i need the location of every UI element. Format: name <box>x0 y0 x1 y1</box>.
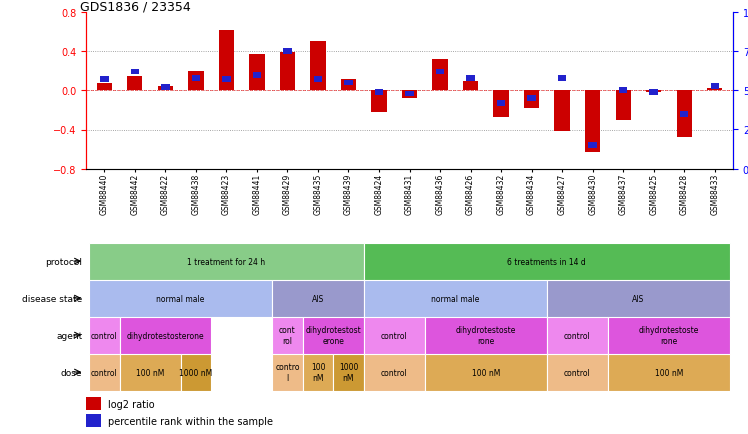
Bar <box>466 76 475 82</box>
Bar <box>120 354 180 391</box>
Bar <box>89 354 120 391</box>
Bar <box>497 101 506 107</box>
Bar <box>554 91 570 132</box>
Bar <box>100 77 108 83</box>
Text: normal male: normal male <box>431 294 479 303</box>
Bar <box>89 280 272 317</box>
Text: 100
nM: 100 nM <box>310 362 325 382</box>
Text: protocol: protocol <box>46 257 82 266</box>
Bar <box>646 91 661 93</box>
Bar <box>89 243 364 280</box>
Text: agent: agent <box>56 331 82 340</box>
Bar <box>585 91 601 153</box>
Bar <box>310 42 325 91</box>
Text: AIS: AIS <box>312 294 324 303</box>
Bar <box>120 317 211 354</box>
Bar <box>303 354 333 391</box>
Bar <box>558 76 566 82</box>
Text: 1000 nM: 1000 nM <box>180 368 212 377</box>
Bar <box>405 91 414 97</box>
Bar <box>589 143 597 149</box>
Text: log2 ratio: log2 ratio <box>108 399 155 408</box>
Bar <box>463 81 478 91</box>
Bar <box>249 55 265 91</box>
Text: control: control <box>381 368 408 377</box>
Text: control: control <box>381 331 408 340</box>
Text: dihydrotestost
erone: dihydrotestost erone <box>305 326 361 345</box>
Bar <box>272 354 303 391</box>
Text: control: control <box>564 368 591 377</box>
Bar <box>131 69 139 76</box>
Bar <box>333 354 364 391</box>
Bar <box>707 89 723 91</box>
Bar <box>608 317 730 354</box>
Text: 100 nM: 100 nM <box>472 368 500 377</box>
Bar <box>364 243 730 280</box>
Text: control: control <box>564 331 591 340</box>
Text: 6 treatments in 14 d: 6 treatments in 14 d <box>507 257 586 266</box>
Bar <box>425 317 547 354</box>
Text: AIS: AIS <box>632 294 645 303</box>
Text: dihydrotestosterone: dihydrotestosterone <box>126 331 204 340</box>
Text: control: control <box>91 368 117 377</box>
Bar <box>436 69 444 76</box>
Bar <box>222 77 230 83</box>
Bar <box>371 91 387 112</box>
Text: GDS1836 / 23354: GDS1836 / 23354 <box>79 0 190 13</box>
Text: percentile rank within the sample: percentile rank within the sample <box>108 416 274 426</box>
Bar <box>547 354 608 391</box>
Bar <box>375 90 383 95</box>
Bar <box>527 96 536 102</box>
Bar <box>619 88 628 94</box>
Bar <box>547 317 608 354</box>
Bar <box>524 91 539 108</box>
Text: normal male: normal male <box>156 294 205 303</box>
Bar <box>494 91 509 118</box>
Bar <box>341 79 356 91</box>
Text: 100 nM: 100 nM <box>136 368 165 377</box>
Bar <box>96 83 112 91</box>
Bar <box>89 317 120 354</box>
Bar <box>272 280 364 317</box>
Bar <box>180 354 211 391</box>
Text: dihydrotestoste
rone: dihydrotestoste rone <box>456 326 516 345</box>
Text: dose: dose <box>61 368 82 377</box>
Bar <box>158 87 173 91</box>
Bar <box>649 90 658 95</box>
Bar <box>616 91 631 120</box>
Bar <box>677 91 692 138</box>
Text: control: control <box>91 331 117 340</box>
Bar <box>425 354 547 391</box>
Text: disease state: disease state <box>22 294 82 303</box>
Bar <box>303 317 364 354</box>
Bar <box>711 83 719 89</box>
Bar <box>402 91 417 99</box>
Bar <box>218 30 234 91</box>
Bar <box>283 49 292 55</box>
Text: 1 treatment for 24 h: 1 treatment for 24 h <box>187 257 266 266</box>
Text: dihydrotestoste
rone: dihydrotestoste rone <box>639 326 699 345</box>
Bar <box>432 60 448 91</box>
Bar <box>313 77 322 83</box>
Text: 100 nM: 100 nM <box>654 368 683 377</box>
Bar <box>344 80 353 86</box>
Bar <box>86 397 101 410</box>
Bar <box>280 53 295 91</box>
Bar <box>253 72 261 79</box>
Bar <box>547 280 730 317</box>
Bar <box>680 112 688 118</box>
Bar <box>608 354 730 391</box>
Text: 1000
nM: 1000 nM <box>339 362 358 382</box>
Bar <box>272 317 303 354</box>
Bar <box>161 85 170 91</box>
Bar <box>127 76 142 91</box>
Bar <box>188 72 203 91</box>
Bar <box>364 317 425 354</box>
Text: contro
l: contro l <box>275 362 300 382</box>
Bar <box>364 280 547 317</box>
Bar <box>191 76 200 82</box>
Text: cont
rol: cont rol <box>279 326 295 345</box>
Bar <box>364 354 425 391</box>
Bar <box>86 414 101 427</box>
